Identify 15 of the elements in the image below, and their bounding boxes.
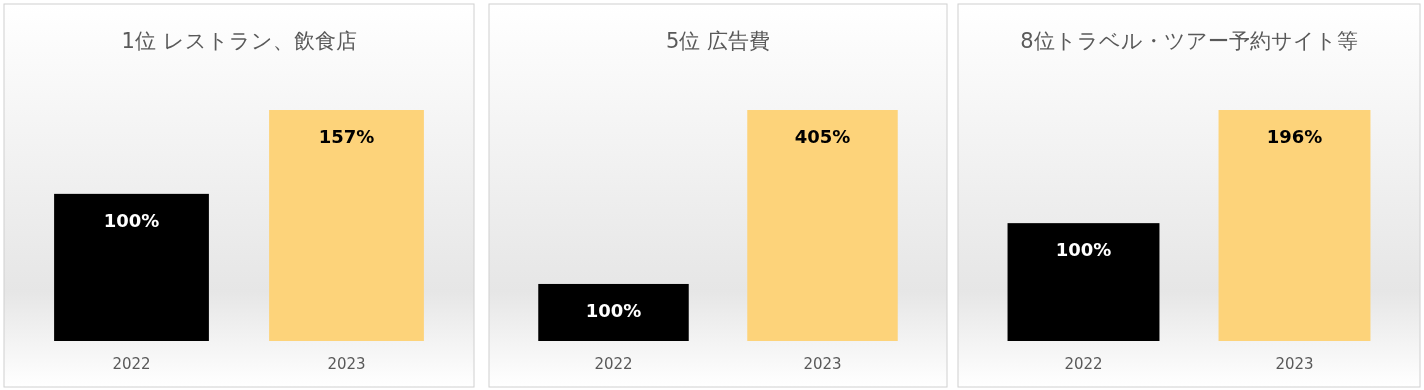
data-label: 100% [1055, 239, 1112, 261]
x-tick-label: 2022 [112, 355, 151, 373]
x-tick-label: 2023 [327, 355, 366, 373]
data-label: 405% [794, 126, 851, 147]
data-label: 100% [585, 299, 642, 321]
x-tick-label: 2022 [594, 355, 633, 373]
x-tick-label: 2023 [1275, 355, 1314, 373]
chart-title: 5位 広告費 [665, 29, 771, 53]
x-tick-label: 2022 [1064, 355, 1103, 373]
chart-title: 1位 レストラン、飲食店 [121, 29, 357, 53]
data-label: 196% [1266, 126, 1323, 147]
data-label: 157% [318, 126, 375, 147]
data-label: 100% [103, 209, 160, 231]
chart-title: 8位トラベル・ツアー予約サイト等 [1020, 29, 1358, 53]
x-tick-label: 2023 [803, 355, 842, 373]
